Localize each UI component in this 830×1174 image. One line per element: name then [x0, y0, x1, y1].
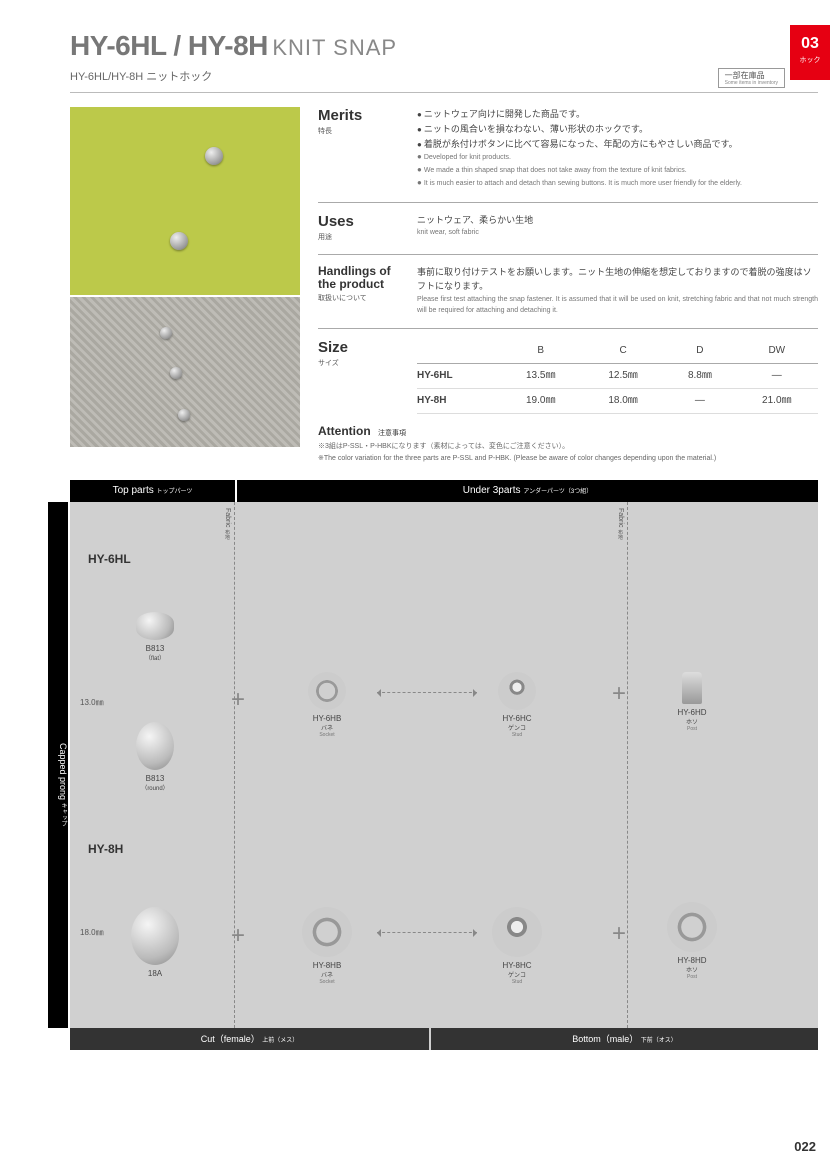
snap-icon — [131, 907, 179, 965]
info-column: Merits 特長 ニットウェア向けに開発した商品です。 ニットの風合いを損なわ… — [318, 107, 818, 462]
model-hy6hl: HY-6HL — [88, 552, 131, 566]
part-18a: 18A — [120, 907, 190, 978]
size-table: B C D DW HY-6HL 13.5㎜ 12.5㎜ 8.8㎜ — HY-8H — [417, 339, 818, 414]
col-top-parts: Fabric 布地 HY-6HL 13.0㎜ B813 （flat） B813 … — [70, 502, 235, 1050]
uses-section: Uses 用途 ニットウェア、柔らかい生地 knit wear, soft fa… — [318, 202, 818, 254]
diagram-footer: Cut（female） 上前（メス） Bottom（male） 下前（オス） — [70, 1028, 818, 1050]
part-hy8hd: HY-8HD ホソ Post — [652, 902, 732, 980]
size-section: Size サイズ B C D DW HY-6HL 13.5㎜ 12.5㎜ — [318, 328, 818, 414]
table-row: HY-8H 19.0㎜ 18.0㎜ — 21.0㎜ — [417, 388, 818, 413]
part-hy6hd: HY-6HD ホソ Post — [657, 672, 727, 732]
page-number: 022 — [794, 1139, 816, 1154]
page-header: HY-6HL / HY-8H KNIT SNAP HY-6HL/HY-8H ニッ… — [0, 0, 830, 84]
part-b813-round: B813 （round） — [125, 722, 185, 792]
part-hy6hc: HY-6HC ゲンコ Stud — [482, 672, 552, 738]
tab-label: ホック — [790, 55, 830, 65]
part-hy6hb: HY-6HB バネ Socket — [292, 672, 362, 738]
part-b813-flat: B813 （flat） — [125, 612, 185, 662]
stud-icon — [498, 672, 536, 710]
plus-icon: + — [612, 680, 626, 708]
attention-title: Attention — [318, 424, 371, 438]
post-icon — [682, 672, 702, 704]
size-label: Size — [318, 339, 348, 356]
product-photo-2 — [70, 297, 300, 447]
col-under-parts: Fabric 布地 HY-6HB バネ Socket HY-6HC ゲンコ St… — [237, 502, 818, 1050]
arrow-icon — [377, 932, 477, 933]
handling-label: Handlings of the product — [318, 265, 403, 291]
snap-icon — [136, 722, 174, 770]
uses-label: Uses — [318, 213, 354, 230]
post-icon — [667, 902, 717, 952]
parts-diagram: Top parts トップパーツ Under 3parts アンダーパーツ（3つ… — [70, 480, 818, 1050]
arrow-icon — [377, 692, 477, 693]
attention-section: Attention 注意事項 ※3組はP-SSL・P-HBKになります（素材によ… — [318, 424, 818, 462]
stud-icon — [492, 907, 542, 957]
side-label: Capped prong キャップ — [48, 502, 68, 1028]
table-row: HY-6HL 13.5㎜ 12.5㎜ 8.8㎜ — — [417, 363, 818, 388]
plus-icon: + — [612, 920, 626, 948]
part-hy8hc: HY-8HC ゲンコ Stud — [477, 907, 557, 985]
tab-number: 03 — [790, 35, 830, 53]
inventory-badge: 一部在庫品 Some items in inventory — [718, 68, 785, 88]
part-hy8hb: HY-8HB バネ Socket — [287, 907, 367, 985]
snap-icon — [136, 612, 174, 640]
title-sub: KNIT SNAP — [272, 35, 397, 60]
under-parts-header: Under 3parts アンダーパーツ（3つ組） — [237, 480, 818, 502]
top-parts-header: Top parts トップパーツ — [70, 480, 235, 502]
title: HY-6HL / HY-8H KNIT SNAP — [70, 30, 830, 62]
diagram-header: Top parts トップパーツ Under 3parts アンダーパーツ（3つ… — [70, 480, 818, 502]
subtitle: HY-6HL/HY-8H ニットホック — [70, 68, 830, 84]
category-tab: 03 ホック — [790, 25, 830, 80]
footer-bottom: Bottom（male） 下前（オス） — [431, 1028, 818, 1050]
diagram-body: Capped prong キャップ Fabric 布地 HY-6HL 13.0㎜… — [70, 502, 818, 1050]
handling-section: Handlings of the product 取扱いについて 事前に取り付け… — [318, 254, 818, 328]
photo-column — [70, 107, 300, 462]
title-main: HY-6HL / HY-8H — [70, 30, 268, 61]
footer-cut: Cut（female） 上前（メス） — [70, 1028, 429, 1050]
socket-icon — [308, 672, 346, 710]
socket-icon — [302, 907, 352, 957]
merits-label: Merits — [318, 107, 362, 124]
product-photo-1 — [70, 107, 300, 295]
merits-section: Merits 特長 ニットウェア向けに開発した商品です。 ニットの風合いを損なわ… — [318, 107, 818, 202]
content-row: Merits 特長 ニットウェア向けに開発した商品です。 ニットの風合いを損なわ… — [0, 93, 830, 462]
model-hy8h: HY-8H — [88, 842, 123, 856]
